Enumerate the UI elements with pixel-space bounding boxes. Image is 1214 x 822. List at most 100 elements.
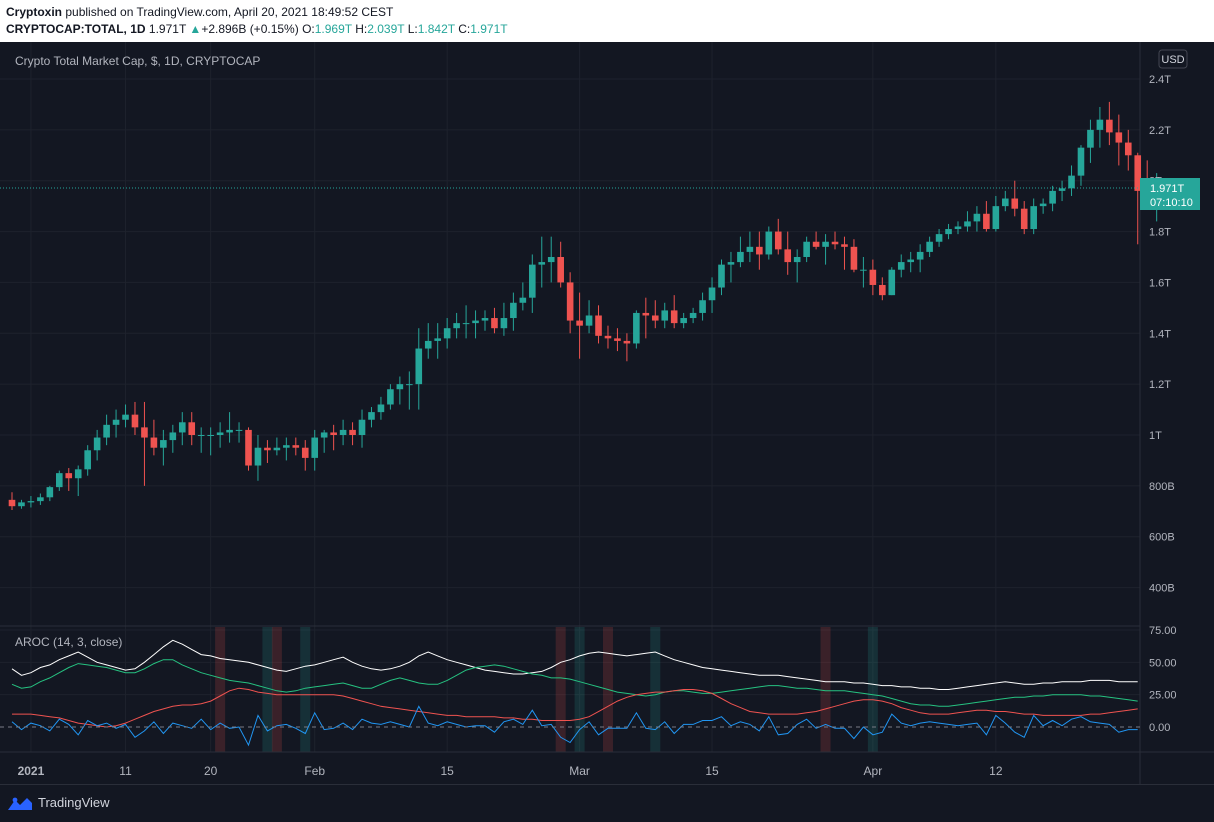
publisher-name[interactable]: Cryptoxin bbox=[6, 5, 63, 19]
candle-body bbox=[443, 328, 451, 339]
candle bbox=[992, 195, 1000, 232]
candle-body bbox=[1077, 147, 1085, 176]
candle bbox=[869, 259, 877, 296]
candle-body bbox=[1087, 129, 1094, 148]
chart-background bbox=[0, 42, 1214, 784]
aroc-lines bbox=[11, 639, 1138, 747]
candle-body bbox=[1106, 119, 1113, 133]
high-value: 2.039T bbox=[367, 22, 405, 36]
candle-body bbox=[869, 269, 877, 285]
candle-body bbox=[178, 422, 186, 433]
time-tick-label: 20 bbox=[204, 764, 218, 778]
candle-body bbox=[188, 422, 196, 435]
candle-body bbox=[472, 320, 479, 324]
candle bbox=[56, 470, 63, 491]
currency-label: USD bbox=[1161, 54, 1184, 66]
ohlc-line: CRYPTOCAP:TOTAL, 1D 1.971T ▲+2.896B (+0.… bbox=[6, 22, 508, 36]
candle-body bbox=[566, 282, 574, 321]
candle bbox=[803, 236, 810, 263]
open-value: 1.969T bbox=[314, 22, 352, 36]
candle bbox=[150, 419, 158, 456]
aroc-tick-label: 0.00 bbox=[1149, 722, 1170, 734]
highlight-band bbox=[300, 627, 311, 752]
candle bbox=[756, 231, 763, 270]
candle-body bbox=[65, 473, 73, 479]
aroc-series-line bbox=[11, 639, 1138, 690]
highlight-band bbox=[867, 627, 878, 752]
candle-body bbox=[670, 310, 678, 324]
candle-body bbox=[737, 251, 744, 263]
high-label: H: bbox=[355, 22, 368, 36]
aroc-axis[interactable]: 75.00 50.00 25.00 0.00 bbox=[1149, 625, 1177, 734]
candle-body bbox=[1058, 188, 1066, 191]
indicator-title: AROC (14, 3, close) bbox=[15, 635, 122, 649]
candle-body bbox=[954, 226, 962, 230]
price-tick-label: 400B bbox=[1149, 583, 1175, 595]
currency-badge[interactable] bbox=[1158, 49, 1188, 69]
candle bbox=[358, 409, 366, 448]
candle bbox=[822, 234, 829, 265]
candles bbox=[8, 101, 1160, 511]
highlight-band bbox=[215, 627, 226, 752]
candle-body bbox=[879, 284, 886, 296]
candle bbox=[670, 295, 678, 329]
candle-body bbox=[254, 447, 262, 466]
highlight-band bbox=[650, 627, 661, 752]
chart-area[interactable]: Crypto Total Market Cap, $, 1D, CRYPTOCA… bbox=[0, 42, 1214, 784]
candle-body bbox=[992, 206, 1000, 230]
candle bbox=[879, 277, 886, 301]
candle bbox=[339, 419, 347, 446]
candle bbox=[1002, 190, 1009, 212]
candle bbox=[604, 325, 612, 349]
candle bbox=[112, 409, 120, 438]
candle-body bbox=[358, 419, 366, 435]
candle bbox=[188, 412, 196, 446]
candle bbox=[472, 310, 479, 339]
candle-body bbox=[708, 287, 716, 301]
candle bbox=[330, 424, 337, 451]
low-label: L: bbox=[407, 22, 418, 36]
candle-body bbox=[1002, 198, 1009, 207]
candle bbox=[368, 407, 375, 428]
candle-body bbox=[926, 241, 933, 252]
low-value: 1.842T bbox=[417, 22, 455, 36]
candle bbox=[65, 468, 73, 491]
time-tick-label: 12 bbox=[989, 764, 1003, 778]
candle-body bbox=[907, 259, 914, 263]
candle bbox=[434, 323, 441, 359]
candle-body bbox=[434, 338, 441, 341]
candle-body bbox=[160, 440, 167, 448]
candle-body bbox=[529, 264, 536, 298]
tradingview-icon bbox=[8, 797, 32, 810]
candle-body bbox=[633, 312, 640, 344]
candle-body bbox=[860, 269, 867, 271]
candle-body bbox=[1115, 132, 1123, 143]
candle-body bbox=[406, 384, 413, 386]
candle-body bbox=[18, 502, 25, 507]
candle bbox=[954, 221, 962, 235]
last-price: 1.971T bbox=[148, 22, 187, 36]
countdown-label: 07:10:10 bbox=[1150, 197, 1193, 209]
price-tick-label: 1.6T bbox=[1149, 277, 1171, 289]
aroc-series-line bbox=[11, 659, 1138, 707]
aroc-series-line bbox=[11, 705, 1138, 747]
candle bbox=[84, 445, 91, 476]
time-axis[interactable]: 2021 11 20 Feb 15 Mar 15 Apr 12 bbox=[18, 764, 1003, 778]
candle bbox=[273, 437, 281, 456]
candle bbox=[945, 223, 952, 240]
candle-body bbox=[112, 419, 120, 425]
publish-header: Cryptoxin published on TradingView.com, … bbox=[0, 0, 1214, 42]
candle-body bbox=[330, 432, 337, 435]
candle-body bbox=[614, 338, 621, 341]
candle bbox=[642, 297, 650, 339]
candle-body bbox=[103, 424, 110, 438]
tradingview-logo[interactable]: TradingView bbox=[8, 795, 110, 810]
highlight-band bbox=[820, 627, 831, 752]
candle bbox=[897, 254, 905, 278]
time-tick-label: 2021 bbox=[18, 764, 45, 778]
candle bbox=[424, 323, 432, 359]
candle-body bbox=[557, 257, 564, 283]
time-tick-label: Feb bbox=[304, 764, 325, 778]
chart-svg[interactable]: Crypto Total Market Cap, $, 1D, CRYPTOCA… bbox=[0, 42, 1214, 784]
